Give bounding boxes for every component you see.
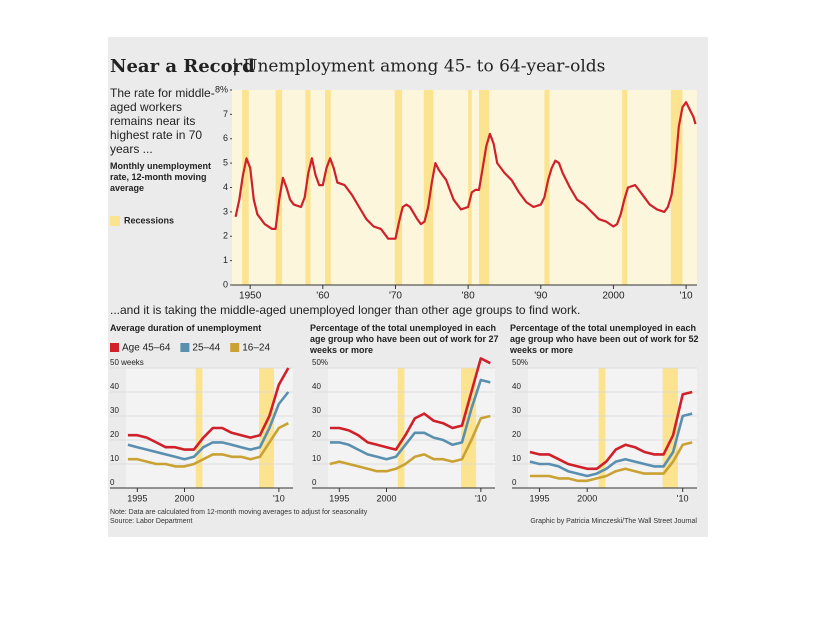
x-tick-label: 1995 xyxy=(329,493,349,503)
y-tick-label: 1 xyxy=(223,255,228,265)
x-tick-label: '90 xyxy=(534,291,547,302)
series-line xyxy=(127,367,290,451)
chart-title: Average duration of unemployment xyxy=(110,323,262,333)
y-tick-label: 0 xyxy=(223,279,228,289)
y-tick-label: 7 xyxy=(223,109,228,119)
y-tick-label: 50 weeks xyxy=(110,358,144,367)
subtitle: | Unemployment among 45- to 64-year-olds xyxy=(232,57,605,77)
y-tick-label: 2 xyxy=(223,231,228,241)
recession-band xyxy=(394,90,403,285)
x-tick-label: '70 xyxy=(389,291,402,302)
y-tick-label: 50% xyxy=(512,358,528,367)
recession-band xyxy=(275,90,283,285)
y-tick-label: 40 xyxy=(312,382,321,391)
legend-label: 25–44 xyxy=(192,343,220,354)
y-tick-label: 30 xyxy=(110,406,119,415)
y-tick-label: 20 xyxy=(312,430,321,439)
legend-label: Recessions xyxy=(124,215,174,225)
series-line xyxy=(329,414,491,473)
series-line xyxy=(329,378,491,461)
x-tick-label: 1950 xyxy=(239,291,262,302)
x-tick-label: '60 xyxy=(316,291,329,302)
x-tick-label: '10 xyxy=(273,493,285,503)
chart-subtitle: Monthly unemployment rate, 12-month movi… xyxy=(110,161,211,193)
note: Note: Data are calculated from 12-month … xyxy=(110,509,368,516)
series-line xyxy=(127,422,289,468)
legend-label: Age 45–64 xyxy=(122,343,171,354)
series-line xyxy=(529,441,693,483)
chart-title: Percentage of the total unemployed in ea… xyxy=(510,323,699,355)
y-tick-label: 5 xyxy=(223,158,228,168)
recession-band xyxy=(461,368,477,488)
recession-band xyxy=(622,90,628,285)
x-tick-label: '80 xyxy=(462,291,475,302)
y-tick-label: 6 xyxy=(223,133,228,143)
recession-band xyxy=(468,90,472,285)
x-tick-label: 2000 xyxy=(174,493,194,503)
y-tick-label: 8% xyxy=(215,84,228,94)
y-tick-label: 4 xyxy=(223,182,228,192)
series-line xyxy=(329,357,491,451)
y-tick-label: 0 xyxy=(312,478,317,487)
legend-swatch xyxy=(180,343,190,352)
y-tick-label: 20 xyxy=(512,430,521,439)
legend-swatch xyxy=(110,343,119,352)
chart-title: Percentage of the total unemployed in ea… xyxy=(310,323,499,355)
recession-band xyxy=(305,90,311,285)
recession-band xyxy=(479,90,490,285)
y-tick-label: 30 xyxy=(512,406,521,415)
section-heading: ...and it is taking the middle-aged unem… xyxy=(110,303,581,317)
title: Near a Record xyxy=(110,56,255,77)
x-tick-label: 1995 xyxy=(127,493,147,503)
x-tick-label: 2000 xyxy=(577,493,597,503)
legend-swatch xyxy=(110,216,120,226)
series-line xyxy=(127,391,290,461)
y-tick-label: 0 xyxy=(110,478,115,487)
x-tick-label: 2000 xyxy=(602,291,625,302)
y-tick-label: 40 xyxy=(512,382,521,391)
recession-band xyxy=(670,90,683,285)
intro-text: The rate for middle-aged workers remains… xyxy=(110,86,215,156)
source: Source: Labor Department xyxy=(110,518,193,525)
y-tick-label: 10 xyxy=(312,454,321,463)
recession-band xyxy=(195,368,203,488)
x-tick-label: '10 xyxy=(677,493,689,503)
recession-band xyxy=(325,90,331,285)
legend-label: 16–24 xyxy=(242,343,270,354)
recession-band xyxy=(259,368,275,488)
y-tick-label: 3 xyxy=(223,206,228,216)
y-tick-label: 20 xyxy=(110,430,119,439)
recession-band xyxy=(423,90,434,285)
x-tick-label: 1995 xyxy=(529,493,549,503)
series-line xyxy=(529,390,693,471)
y-tick-label: 10 xyxy=(512,454,521,463)
series-line xyxy=(529,412,693,478)
y-tick-label: 30 xyxy=(312,406,321,415)
legend-swatch xyxy=(230,343,240,352)
y-tick-label: 10 xyxy=(110,454,119,463)
recession-band xyxy=(242,90,249,285)
y-tick-label: 50% xyxy=(312,358,328,367)
series-line xyxy=(234,101,697,240)
recession-band xyxy=(598,368,606,488)
x-tick-label: '10 xyxy=(475,493,487,503)
recession-band xyxy=(397,368,405,488)
credit: Graphic by Patricia Minczeski/The Wall S… xyxy=(530,518,697,525)
y-tick-label: 0 xyxy=(512,478,517,487)
y-tick-label: 40 xyxy=(110,382,119,391)
x-tick-label: 2000 xyxy=(376,493,396,503)
x-tick-label: '10 xyxy=(680,291,693,302)
